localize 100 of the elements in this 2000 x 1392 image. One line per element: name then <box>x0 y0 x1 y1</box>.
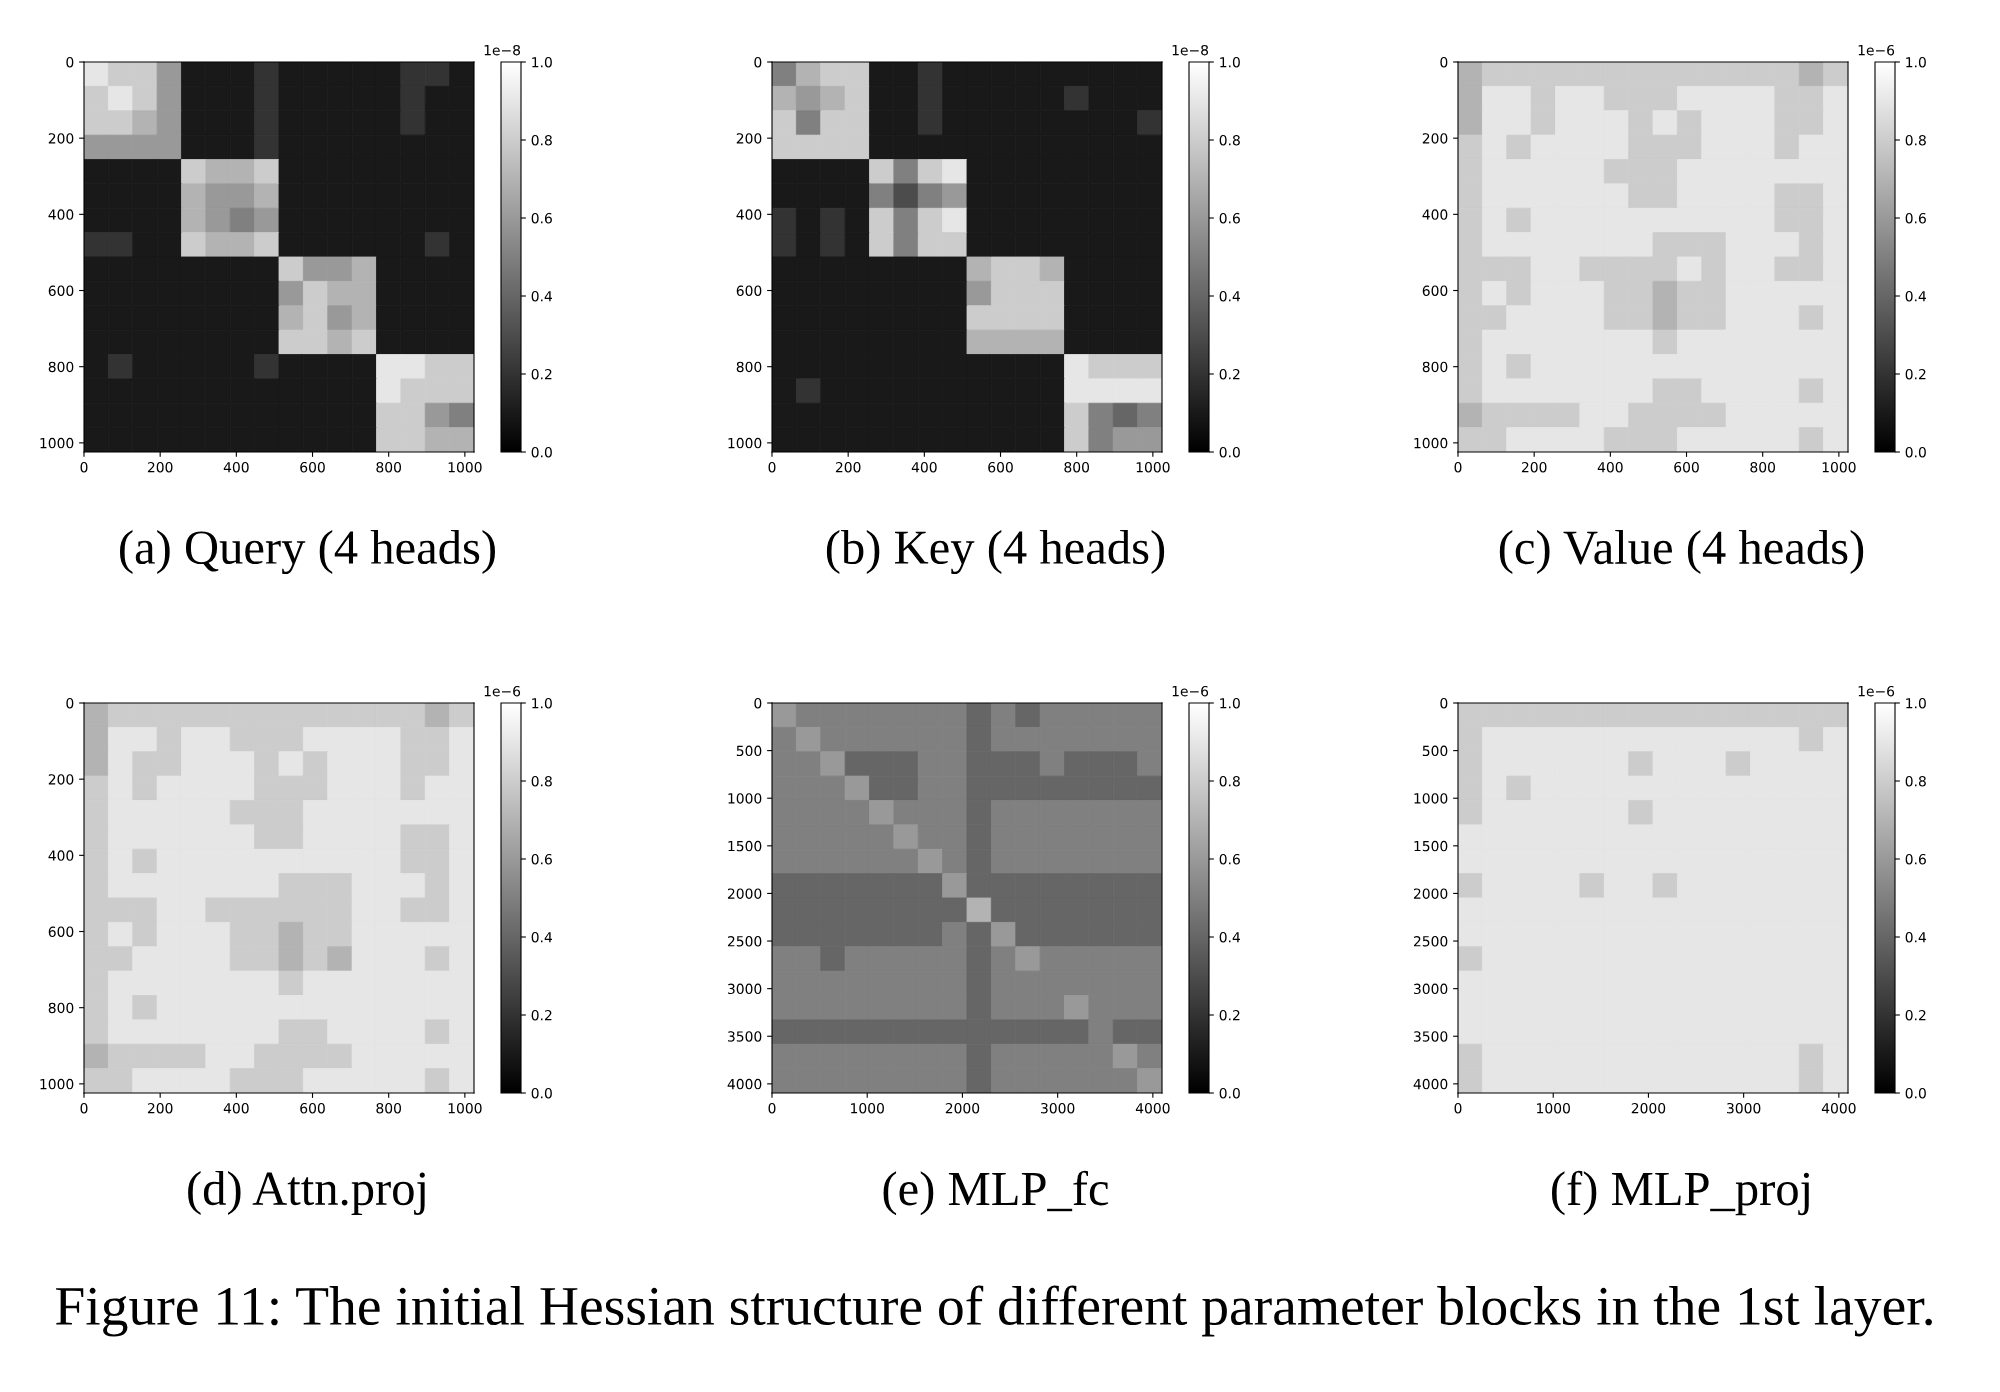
color-bar-label: 0.6 <box>1905 212 1926 224</box>
y-tick-label: 600 <box>48 926 74 937</box>
x-tick-label: 800 <box>1064 461 1090 473</box>
color-bar-label: 0.8 <box>1905 134 1926 146</box>
color-bar-label: 0.6 <box>1905 853 1926 865</box>
x-tick-label: 200 <box>147 461 173 473</box>
y-tick-label: 600 <box>736 285 762 296</box>
y-tick-label: 500 <box>1422 745 1448 757</box>
x-tick-label: 4000 <box>1821 1102 1856 1114</box>
color-bar-label: 0.8 <box>1219 134 1240 146</box>
y-tick-label: 1000 <box>728 437 762 449</box>
color-bar-label: 0.8 <box>531 134 552 146</box>
x-tick-label: 1000 <box>851 1102 884 1114</box>
x-tick-label: 2000 <box>945 1102 980 1114</box>
color-bar-label: 1.0 <box>532 697 552 709</box>
color-bar-label: 0.6 <box>531 853 552 865</box>
y-tick-label: 3000 <box>1413 983 1448 995</box>
y-tick-label: 3500 <box>727 1031 762 1042</box>
color-bar-label: 0.2 <box>1905 368 1926 380</box>
color-bar-label: 1.0 <box>1906 697 1926 709</box>
color-bar-title: 1e−6 <box>1858 44 1895 56</box>
y-tick-label: 800 <box>736 361 762 373</box>
x-tick-label: 0 <box>768 1102 776 1114</box>
y-tick-label: 2000 <box>727 888 762 899</box>
y-tick-label: 400 <box>48 850 74 861</box>
y-tick-label: 600 <box>48 285 74 296</box>
color-bar-label: 0.2 <box>531 1009 552 1021</box>
x-tick-label: 1000 <box>1136 461 1170 473</box>
y-tick-label: 600 <box>1422 285 1448 296</box>
color-bar-label: 0.2 <box>1219 1009 1240 1021</box>
y-tick-label: 1000 <box>1414 437 1448 449</box>
color-bar-label: 0.0 <box>1219 1087 1240 1099</box>
color-bar-label: 0.4 <box>531 290 553 302</box>
text: (b) Key (4 heads) <box>826 529 1165 575</box>
y-tick-label: 3500 <box>1413 1031 1448 1042</box>
x-tick-label: 0 <box>768 461 776 473</box>
color-bar-label: 0.0 <box>531 446 552 458</box>
y-tick-label: 4000 <box>1413 1078 1448 1090</box>
x-tick-label: 800 <box>376 1102 402 1114</box>
x-tick-label: 2000 <box>1631 1102 1666 1114</box>
color-bar-title: 1e−6 <box>1858 685 1895 697</box>
color-bar-label: 0.6 <box>1219 853 1240 865</box>
x-tick-label: 400 <box>223 461 249 473</box>
x-tick-label: 4000 <box>1135 1102 1170 1114</box>
color-bar-label: 0.2 <box>531 368 552 380</box>
x-tick-label: 800 <box>376 461 402 473</box>
color-bar-label: 0.0 <box>1219 446 1240 458</box>
color-bar-label: 0.2 <box>1905 1009 1926 1021</box>
y-tick-label: 0 <box>754 697 762 709</box>
y-tick-label: 800 <box>1422 361 1448 373</box>
x-tick-label: 200 <box>835 461 861 473</box>
y-tick-label: 2000 <box>1413 888 1448 899</box>
y-tick-label: 800 <box>48 361 74 373</box>
y-tick-label: 800 <box>48 1002 74 1014</box>
y-tick-label: 200 <box>48 133 74 144</box>
color-bar-title: 1e−8 <box>484 44 521 56</box>
y-tick-label: 0 <box>1440 56 1448 68</box>
x-tick-label: 200 <box>1521 461 1547 473</box>
color-bar-label: 0.0 <box>1905 1087 1926 1099</box>
y-tick-label: 1000 <box>40 1078 74 1090</box>
color-bar-label: 1.0 <box>532 56 552 68</box>
y-tick-label: 0 <box>754 56 762 68</box>
caption: Figure 11: The initial Hessian structure of different parameter blocks in the 1st layer. <box>55 1285 1932 1337</box>
x-tick-label: 0 <box>1454 1102 1462 1114</box>
text: (d) Attn.proj <box>188 1170 425 1216</box>
y-tick-label: 4000 <box>727 1078 762 1090</box>
y-tick-label: 1000 <box>1414 793 1448 804</box>
x-tick-label: 200 <box>147 1102 173 1114</box>
y-tick-label: 2500 <box>1413 936 1448 947</box>
color-bar-label: 0.6 <box>1219 212 1240 224</box>
color-bar-label: 0.4 <box>1905 290 1927 302</box>
text: (f) MLP_proj <box>1552 1170 1809 1216</box>
x-tick-label: 0 <box>80 461 88 473</box>
color-bar-label: 1.0 <box>1220 697 1240 709</box>
x-tick-label: 400 <box>1597 461 1623 473</box>
x-tick-label: 600 <box>300 1102 325 1114</box>
y-tick-label: 1000 <box>728 793 762 804</box>
color-bar-title: 1e−6 <box>484 685 521 697</box>
y-tick-label: 1500 <box>728 840 762 852</box>
x-tick-label: 1000 <box>1537 1102 1570 1114</box>
x-tick-label: 1000 <box>1822 461 1856 473</box>
color-bar-label: 0.2 <box>1219 368 1240 380</box>
color-bar-label: 0.4 <box>1219 290 1241 302</box>
x-tick-label: 600 <box>1674 461 1699 473</box>
x-tick-label: 400 <box>223 1102 249 1114</box>
x-tick-label: 3000 <box>1041 1102 1075 1114</box>
x-tick-label: 0 <box>1454 461 1462 473</box>
color-bar-label: 0.4 <box>1219 931 1241 943</box>
text: (e) MLP_fc <box>883 1170 1109 1216</box>
y-tick-label: 400 <box>48 209 74 220</box>
y-tick-label: 0 <box>66 56 74 68</box>
y-tick-label: 200 <box>1422 133 1448 144</box>
color-bar-label: 0.6 <box>531 212 552 224</box>
color-bar-label: 1.0 <box>1220 56 1240 68</box>
text: (a) Query (4 heads) <box>120 529 495 575</box>
y-tick-label: 0 <box>1440 697 1448 709</box>
x-tick-label: 1000 <box>448 1102 482 1114</box>
x-tick-label: 400 <box>911 461 937 473</box>
color-bar-label: 0.4 <box>531 931 553 943</box>
y-tick-label: 500 <box>736 745 762 757</box>
